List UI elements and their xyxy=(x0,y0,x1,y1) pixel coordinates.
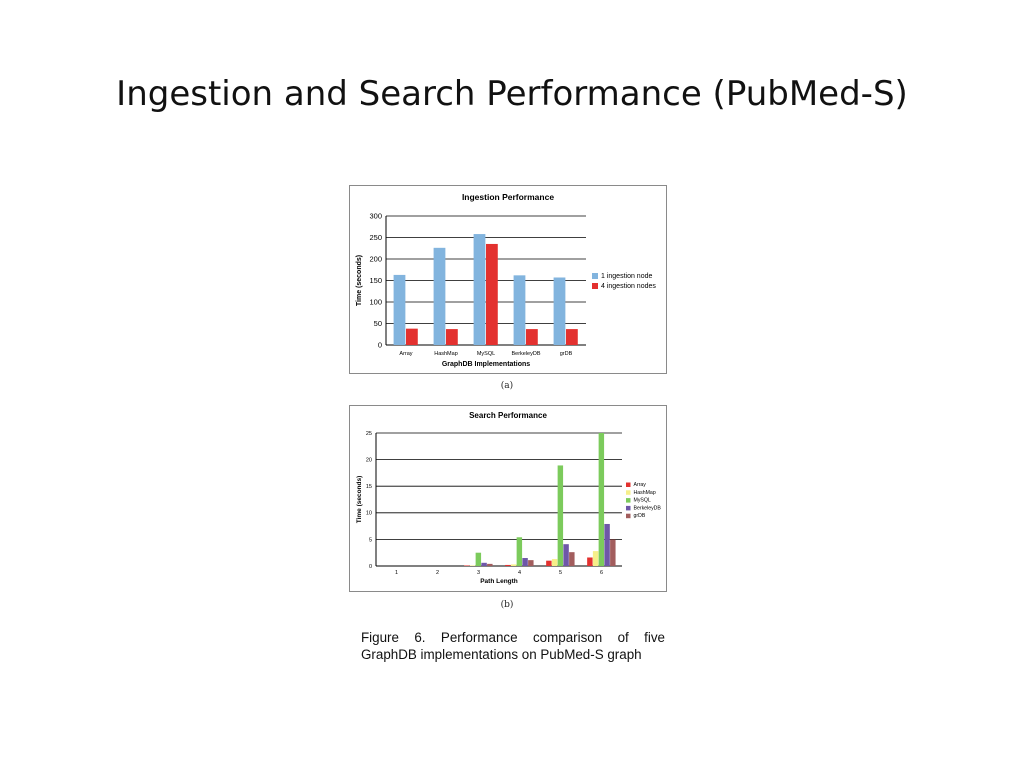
bar-1-ingestion-node-grdb xyxy=(553,277,566,345)
y-axis-label: Time (seconds) xyxy=(356,476,363,524)
bar-grdb-5 xyxy=(569,552,575,566)
bar-array-5 xyxy=(546,560,552,566)
chart-title: Search Performance xyxy=(469,411,547,420)
y-tick-label: 250 xyxy=(369,233,382,242)
search-chart: Search Performance 0 5 10 15 20 25 1 2 3 4 5 6 Path L… xyxy=(356,411,662,585)
x-tick-label: 2 xyxy=(436,570,439,576)
x-axis-label: Path Length xyxy=(480,578,518,585)
x-tick-label: 5 xyxy=(559,570,562,576)
legend-swatch xyxy=(592,273,598,279)
legend-entry: MySQL xyxy=(634,498,651,504)
bar-1-ingestion-node-mysql xyxy=(473,234,486,345)
bar-1-ingestion-node-array xyxy=(393,274,406,345)
x-tick-label: 4 xyxy=(518,570,521,576)
bar-array-3 xyxy=(464,565,470,566)
bar-hashmap-3 xyxy=(469,565,476,566)
bar-grdb-6 xyxy=(610,539,616,566)
x-tick-label: BerkeleyDB xyxy=(511,351,540,357)
bar-array-4 xyxy=(505,564,511,566)
bar-grdb-3 xyxy=(487,563,493,566)
legend-entry: 1 ingestion node xyxy=(601,273,652,280)
x-tick-label: MySQL xyxy=(477,351,495,357)
legend-swatch xyxy=(626,490,631,495)
bar-mysql-5 xyxy=(557,465,564,566)
bar-4-ingestion-nodes-grdb xyxy=(566,329,578,345)
bar-4-ingestion-nodes-berkeleydb xyxy=(526,329,538,345)
bar-mysql-4 xyxy=(516,537,523,566)
legend-swatch xyxy=(626,505,631,511)
bar-mysql-6 xyxy=(598,433,605,566)
slide-title: Ingestion and Search Performance (PubMed… xyxy=(116,74,908,114)
bar-hashmap-4 xyxy=(510,564,517,566)
x-tick-label: grDB xyxy=(560,351,573,357)
bar-1-ingestion-node-hashmap xyxy=(433,247,446,345)
bar-grdb-4 xyxy=(528,560,534,566)
legend-swatch xyxy=(592,283,598,289)
y-tick-label: 0 xyxy=(378,341,382,350)
y-tick-label: 0 xyxy=(369,564,372,570)
legend-entry: BerkeleyDB xyxy=(634,505,662,511)
y-axis-label: Time (seconds) xyxy=(356,255,363,306)
legend-entry: Array xyxy=(634,482,647,488)
legend-entry: grDB xyxy=(634,513,646,519)
bar-berkeleydb-3 xyxy=(481,562,487,566)
x-tick-label: 3 xyxy=(477,570,480,576)
x-tick-label: 6 xyxy=(600,570,603,576)
x-axis-label: GraphDB Implementations xyxy=(442,361,530,368)
ingestion-chart-panel: Ingestion Performance 0 50 100 150 200 250 300 A… xyxy=(349,185,667,374)
search-chart-panel: Search Performance 0 5 10 15 20 25 1 2 3 4 5 6 Path L… xyxy=(349,405,667,592)
y-tick-label: 25 xyxy=(366,431,372,437)
figure-caption: Figure 6. Performance comparison of five… xyxy=(361,630,665,662)
y-tick-label: 5 xyxy=(369,537,372,543)
y-tick-label: 300 xyxy=(369,212,382,221)
bar-berkeleydb-4 xyxy=(522,558,528,566)
bar-mysql-3 xyxy=(475,552,482,566)
bar-4-ingestion-nodes-hashmap xyxy=(446,329,458,345)
x-tick-label: HashMap xyxy=(434,351,458,357)
y-tick-label: 200 xyxy=(369,255,382,264)
x-tick-label: Array xyxy=(399,351,412,357)
legend-entry: HashMap xyxy=(634,490,656,496)
bar-1-ingestion-node-berkeleydb xyxy=(513,275,526,345)
bar-hashmap-6 xyxy=(592,551,599,566)
bar-hashmap-5 xyxy=(551,559,558,566)
legend-swatch xyxy=(626,482,631,487)
y-tick-label: 10 xyxy=(366,511,372,517)
y-tick-label: 100 xyxy=(369,298,382,307)
chart-title: Ingestion Performance xyxy=(462,192,554,202)
ingestion-chart: Ingestion Performance 0 50 100 150 200 250 300 A… xyxy=(356,192,656,368)
legend-entry: 4 ingestion nodes xyxy=(601,283,656,290)
bar-berkeleydb-5 xyxy=(563,544,569,566)
legend-swatch xyxy=(626,498,631,503)
bar-4-ingestion-nodes-array xyxy=(406,328,418,345)
bar-4-ingestion-nodes-mysql xyxy=(486,243,498,345)
search-chart-sublabel: (b) xyxy=(500,600,514,610)
legend-swatch xyxy=(626,513,631,519)
y-tick-label: 50 xyxy=(374,319,382,328)
bar-berkeleydb-6 xyxy=(604,523,610,566)
x-tick-label: 1 xyxy=(395,570,398,576)
y-tick-label: 150 xyxy=(369,276,382,285)
y-tick-label: 20 xyxy=(366,458,372,464)
y-tick-label: 15 xyxy=(366,484,372,490)
ingestion-chart-sublabel: (a) xyxy=(500,381,514,391)
bar-array-6 xyxy=(587,557,593,566)
